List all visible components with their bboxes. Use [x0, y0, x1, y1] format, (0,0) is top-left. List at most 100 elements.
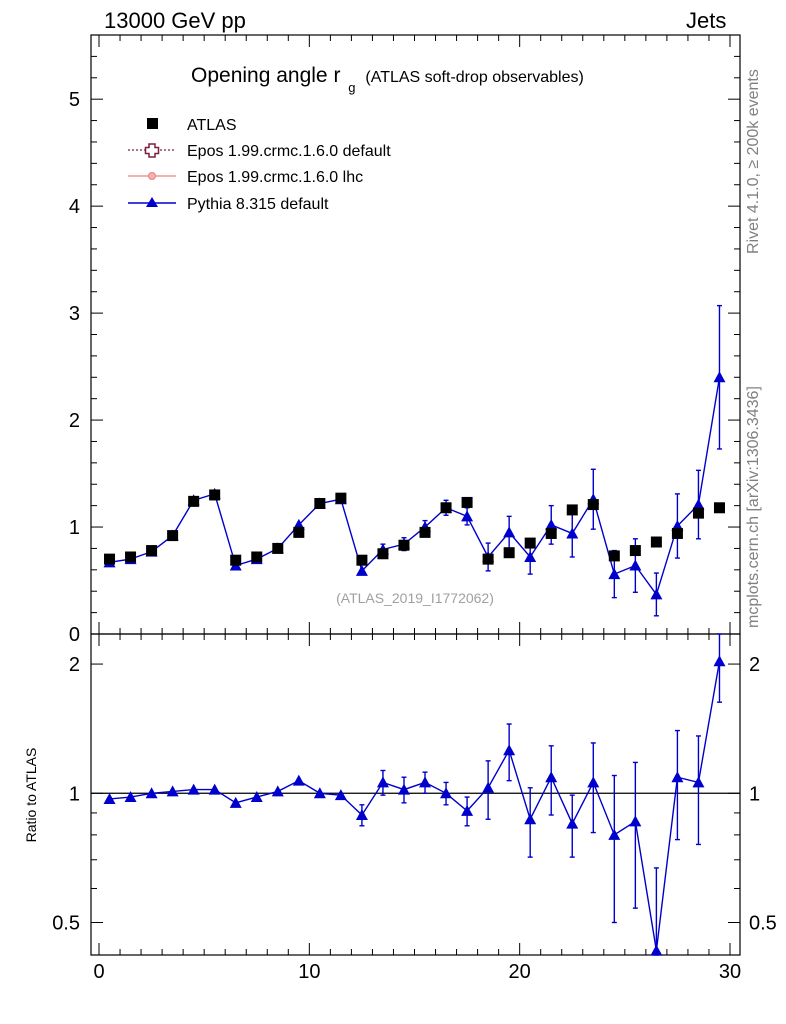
x-tick-label: 30: [719, 961, 741, 983]
main-y-tick-label: 1: [69, 517, 80, 539]
main-y-tick-label: 5: [69, 89, 80, 111]
main-atlas-point: [419, 526, 431, 538]
ratio-pythia-markers: [103, 655, 726, 956]
main-atlas-point: [461, 496, 473, 508]
main-atlas-point: [545, 527, 557, 539]
ratio-pythia-point: [545, 771, 558, 783]
ratio-pythia-point: [461, 804, 474, 816]
ratio-y-tick-label-right: 1: [749, 783, 760, 805]
main-pythia-point: [461, 510, 474, 522]
main-pythia-point: [524, 550, 537, 562]
main-pythia-point: [355, 564, 368, 576]
ratio-pythia-point: [103, 792, 116, 804]
ratio-pythia-point: [145, 787, 158, 799]
ratio-pythia-point: [166, 785, 179, 797]
main-pythia-markers: [103, 371, 726, 600]
ratio-pythia-point: [650, 944, 663, 956]
main-atlas-point: [524, 537, 536, 549]
legend-label-epos-lhc: Epos 1.99.crmc.1.6.0 lhc: [187, 169, 363, 186]
main-pythia-point: [545, 518, 558, 530]
ratio-pythia-point: [692, 776, 705, 788]
main-pythia-point: [608, 568, 621, 580]
main-atlas-point: [377, 548, 389, 560]
ratio-pythia-point: [397, 783, 410, 795]
ratio-panel-frame: [90, 633, 741, 956]
ratio-y-tick-label-left: 0.5: [52, 912, 80, 934]
ratio-pythia-point: [713, 655, 726, 667]
main-pythia-point: [650, 588, 663, 600]
ratio-pythia-point: [250, 791, 263, 803]
main-atlas-point: [482, 553, 494, 565]
legend-label-epos-default: Epos 1.99.crmc.1.6.0 default: [187, 143, 391, 160]
plot-title-suffix: (ATLAS soft-drop observables): [365, 69, 583, 86]
ratio-y-axis-label: Ratio to ATLAS: [23, 748, 39, 843]
main-atlas-point: [356, 554, 368, 566]
ratio-pythia-point: [524, 813, 537, 825]
main-pythia-point: [713, 371, 726, 383]
main-pythia-point: [503, 526, 516, 538]
ratio-pythia-point: [124, 791, 137, 803]
main-atlas-point: [272, 542, 284, 554]
ratio-pythia-point: [629, 815, 642, 827]
main-y-tick-label: 2: [69, 410, 80, 432]
main-atlas-point: [566, 504, 578, 516]
ratio-pythia-point: [229, 796, 242, 808]
main-atlas-point: [671, 527, 683, 539]
main-pythia-point: [566, 527, 579, 539]
ratio-pythia-point: [292, 774, 305, 786]
axis-ticks: [91, 34, 740, 955]
main-atlas-point: [167, 530, 179, 542]
legend-label-atlas: ATLAS: [187, 117, 237, 134]
header-right-label: Jets: [686, 8, 727, 33]
plot-title: Opening angle r g (ATLAS soft-drop obser…: [191, 64, 584, 97]
main-atlas-point: [314, 498, 326, 510]
main-atlas-point: [104, 553, 116, 565]
main-atlas-point: [209, 489, 221, 501]
main-atlas-point: [188, 495, 200, 507]
header-left-label: 13000 GeV pp: [104, 8, 246, 33]
x-tick-labels: 0 10 20 30: [93, 961, 741, 983]
plot-title-main: Opening angle r: [191, 64, 340, 87]
legend-marker-pythia: [146, 197, 158, 207]
ratio-pythia-point: [376, 776, 389, 788]
main-atlas-point: [608, 550, 620, 562]
main-atlas-point: [503, 547, 515, 559]
main-pythia-errorbars: [380, 304, 722, 617]
legend-label-pythia: Pythia 8.315 default: [187, 196, 329, 213]
legend-marker-epos-lhc: [148, 172, 156, 180]
ratio-pythia-point: [608, 828, 621, 840]
ratio-pythia-point: [671, 771, 684, 783]
ratio-y-tick-label-left: 1: [69, 783, 80, 805]
analysis-tag: (ATLAS_2019_I1772062): [336, 590, 494, 606]
main-atlas-point: [125, 551, 137, 563]
legend: ATLAS Epos 1.99.crmc.1.6.0 default Epos …: [128, 117, 391, 213]
x-tick-label: 10: [298, 961, 320, 983]
main-y-tick-label: 4: [69, 196, 80, 218]
main-atlas-point: [650, 536, 662, 548]
ratio-pythia-point: [503, 744, 516, 756]
main-atlas-point: [398, 539, 410, 551]
ratio-pythia-point: [334, 789, 347, 801]
main-atlas-point: [440, 502, 452, 514]
ratio-pythia-point: [482, 781, 495, 793]
x-tick-label: 20: [509, 961, 531, 983]
ratio-pythia-point: [271, 785, 284, 797]
legend-marker-atlas: [147, 118, 158, 129]
main-atlas-point: [293, 526, 305, 538]
ratio-pythia-point: [566, 817, 579, 829]
legend-marker-epos-default: [144, 143, 160, 158]
ratio-y-tick-label-left: 2: [69, 654, 80, 676]
main-atlas-point: [251, 551, 263, 563]
ratio-y-tick-label-right: 2: [749, 654, 760, 676]
main-atlas-point: [587, 499, 599, 511]
ratio-pythia-point: [313, 787, 326, 799]
main-atlas-point: [335, 492, 347, 504]
main-atlas-point: [629, 545, 641, 557]
main-y-tick-labels: 0 1 2 3 4 5: [69, 89, 80, 646]
main-y-tick-label: 0: [69, 624, 80, 646]
ratio-pythia-point: [355, 809, 368, 821]
ratio-y-tick-label-right: 0.5: [749, 912, 777, 934]
main-y-tick-label: 3: [69, 303, 80, 325]
main-atlas-markers: [104, 489, 725, 566]
